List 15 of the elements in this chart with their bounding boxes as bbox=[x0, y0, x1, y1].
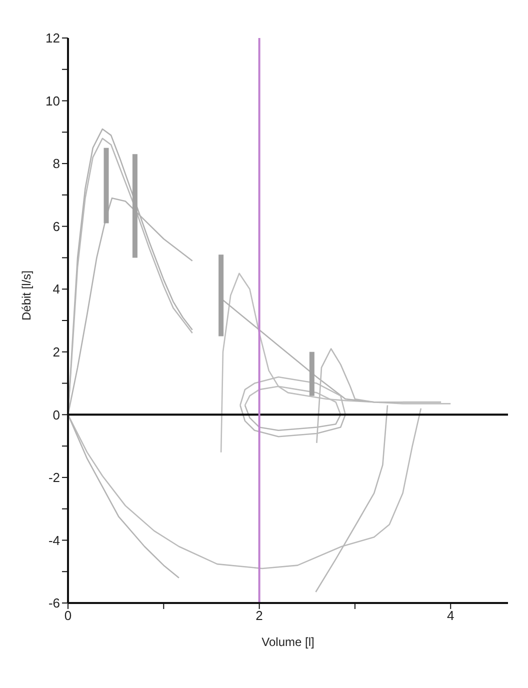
y-tick-label: -2 bbox=[48, 470, 60, 486]
y-tick-label: 10 bbox=[46, 93, 60, 108]
x-tick-label: 2 bbox=[256, 608, 263, 624]
y-tick-label: -4 bbox=[48, 532, 60, 548]
y-tick-label: -6 bbox=[48, 596, 60, 611]
y-tick-label: 8 bbox=[52, 156, 60, 172]
y-tick-label: 12 bbox=[46, 30, 60, 46]
y-tick-label: 6 bbox=[52, 218, 60, 234]
y-axis-title: Débit [l/s] bbox=[19, 270, 34, 320]
x-axis-title: Volume [l] bbox=[262, 635, 314, 649]
y-tick-label: 2 bbox=[52, 344, 60, 360]
x-tick-label: 0 bbox=[64, 608, 72, 624]
y-tick-label: 4 bbox=[52, 282, 60, 297]
x-tick-label: 4 bbox=[446, 608, 454, 624]
y-tick-label: 0 bbox=[52, 407, 60, 422]
